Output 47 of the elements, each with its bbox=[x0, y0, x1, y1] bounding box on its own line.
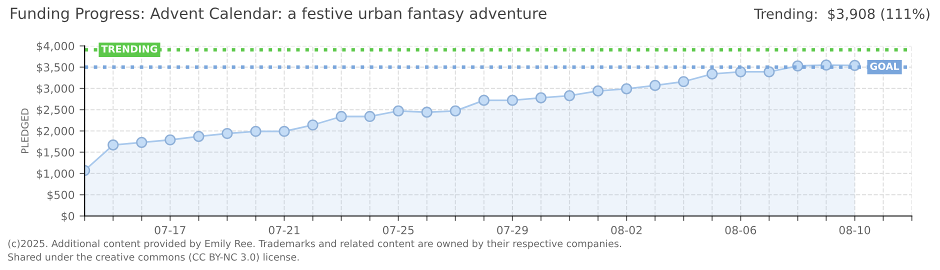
point bbox=[392, 105, 404, 117]
y-axis-title: PLEDGED bbox=[21, 108, 29, 154]
chart-title: Funding Progress: Advent Calendar: a festive urban fantasy adventure bbox=[10, 7, 546, 22]
text: Trending: $3,908 (111%) bbox=[754, 8, 930, 22]
point bbox=[164, 134, 176, 146]
y-tick-label: $2,500 bbox=[36, 105, 74, 116]
x-tick-label: 08-10 bbox=[839, 226, 870, 234]
point bbox=[108, 139, 119, 151]
y-tick-label: $0 bbox=[62, 212, 74, 222]
point bbox=[621, 83, 632, 94]
y-tick-label: $3,500 bbox=[36, 62, 74, 74]
point bbox=[307, 119, 318, 131]
point bbox=[250, 126, 262, 137]
x-tick-label: 07-17 bbox=[154, 226, 186, 234]
y-tick-label: $500 bbox=[48, 190, 74, 201]
point bbox=[506, 94, 518, 106]
point bbox=[278, 126, 290, 137]
x-tick-label: 07-25 bbox=[382, 226, 414, 234]
x-tick-label: 08-02 bbox=[611, 226, 642, 234]
point bbox=[564, 90, 576, 102]
point bbox=[706, 68, 718, 80]
x-tick-label: 08-06 bbox=[725, 226, 756, 234]
y-tick-label: $4,000 bbox=[36, 42, 74, 52]
ref-line-label: GOAL bbox=[870, 62, 900, 70]
text: Shared under the creative commons (CC BY-NC 3.0) license. bbox=[8, 253, 299, 262]
text: (c)2025. Additional content provided by Emily Ree. Trademarks and related content are owned by their respective companies. bbox=[8, 240, 622, 250]
y-tick-label: $2,000 bbox=[36, 126, 74, 137]
point bbox=[678, 76, 690, 88]
point bbox=[764, 66, 775, 78]
point bbox=[735, 66, 746, 78]
y-tick-label: $1,000 bbox=[36, 169, 74, 180]
point bbox=[478, 94, 490, 106]
point bbox=[136, 136, 148, 148]
ref-line-label: TRENDING bbox=[101, 45, 158, 53]
point bbox=[450, 105, 461, 117]
point bbox=[336, 110, 347, 122]
point bbox=[364, 110, 376, 122]
y-tick-label: $3,000 bbox=[36, 84, 74, 94]
y-tick-label: $1,500 bbox=[36, 148, 74, 158]
point bbox=[193, 130, 204, 142]
point bbox=[535, 92, 547, 104]
point bbox=[650, 80, 661, 92]
x-tick-label: 07-21 bbox=[268, 226, 300, 234]
point bbox=[222, 128, 233, 140]
x-tick-label: 07-29 bbox=[497, 226, 528, 234]
point bbox=[421, 106, 432, 118]
point bbox=[592, 85, 604, 97]
